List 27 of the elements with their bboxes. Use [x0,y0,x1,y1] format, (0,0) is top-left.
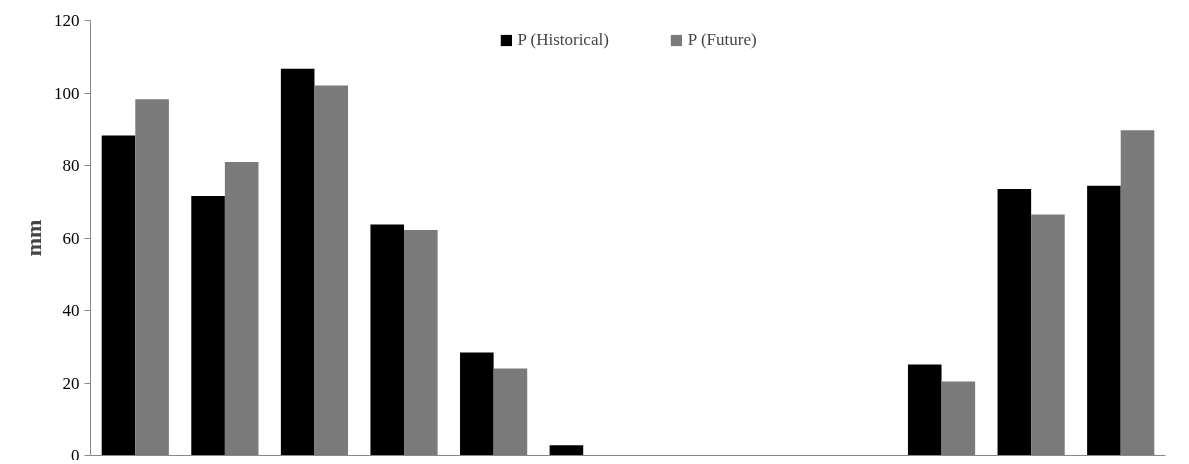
y-axis-title: mm [21,219,46,257]
bar [1087,185,1121,456]
bar [314,85,349,456]
bar [191,195,225,456]
bar [460,352,494,456]
legend-label: P (Historical) [517,30,609,50]
bar [997,189,1032,456]
bar [493,368,528,456]
bar [404,230,438,456]
bar [101,135,136,456]
bar [370,224,405,456]
y-tick-label: 40 [62,301,80,320]
y-tick-label: 120 [54,11,80,30]
bar [1031,214,1065,456]
bar [135,99,169,456]
bar [224,161,259,456]
y-tick-label: 80 [62,156,80,175]
bar [549,445,584,456]
y-tick-label: 60 [62,228,80,248]
y-tick-label: 100 [54,83,80,103]
bar [1120,130,1155,456]
bar [941,381,976,456]
y-tick-label: 0 [71,445,80,464]
legend-label: P (Future) [687,30,757,50]
bar [907,364,942,456]
y-tick-label: 20 [62,373,80,393]
bar [280,68,315,456]
